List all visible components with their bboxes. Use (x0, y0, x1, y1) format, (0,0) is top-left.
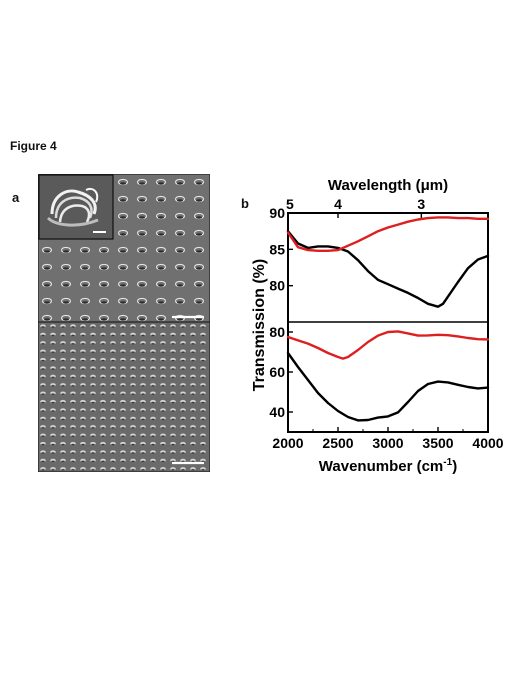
top-tick-label: 4 (334, 196, 342, 212)
bottom-series-red (286, 330, 490, 360)
y-tick-label-bottom: 60 (269, 364, 285, 380)
x-axis-title: Wavenumber (cm-1) (319, 457, 457, 475)
x-tick-label: 2500 (322, 435, 353, 451)
x-tick-label: 2000 (272, 435, 303, 451)
y-axis-title: Transmission (%) (251, 259, 268, 391)
x-tick-label: 3000 (372, 435, 403, 451)
y-tick-label-top: 85 (269, 241, 285, 257)
x-axis-title-main: Wavenumber (cm (319, 458, 443, 475)
x-axis-title-sup: -1 (443, 457, 452, 468)
panel-b-label: b (241, 196, 249, 211)
y-tick-label-bottom: 80 (269, 324, 285, 340)
y-tick-label-top: 90 (269, 205, 285, 221)
figure-title: Figure 4 (10, 139, 57, 153)
top-tick-label: 3 (417, 196, 425, 212)
top-series-black (286, 230, 490, 308)
x-tick-label: 4000 (472, 435, 503, 451)
sem-image-bottom (38, 322, 210, 472)
panel-a-label: a (12, 190, 20, 205)
y-tick-label-bottom: 40 (269, 404, 285, 420)
bottom-series-black (286, 351, 490, 422)
top-tick-label: 5 (286, 196, 294, 212)
x-axis-title-close: ) (452, 458, 457, 475)
top-series-red (286, 216, 490, 252)
sem-image-top (38, 174, 210, 322)
y-tick-label-top: 80 (269, 278, 285, 294)
x-tick-label: 3500 (422, 435, 453, 451)
sem-inset (38, 174, 114, 240)
top-axis-title: Wavelength (μm) (328, 177, 448, 194)
